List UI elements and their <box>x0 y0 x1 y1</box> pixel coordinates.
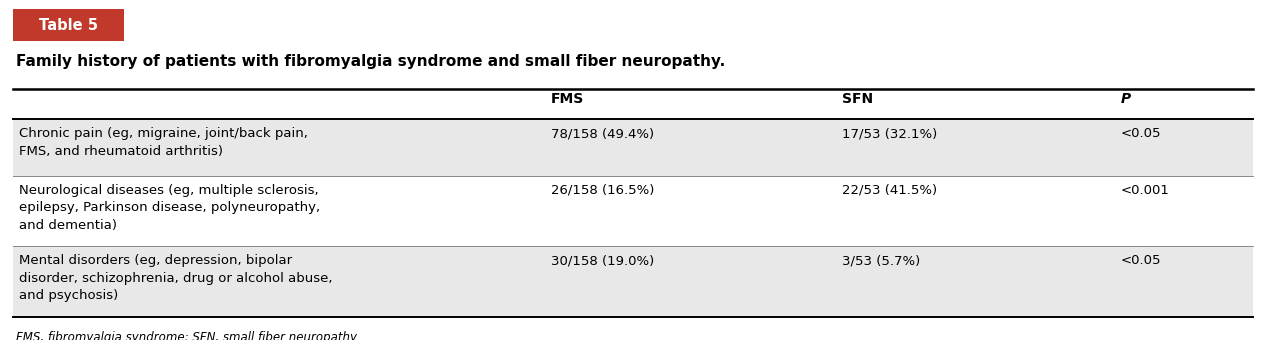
Text: 78/158 (49.4%): 78/158 (49.4%) <box>551 127 653 140</box>
Text: 30/158 (19.0%): 30/158 (19.0%) <box>551 254 655 267</box>
FancyBboxPatch shape <box>13 176 1253 246</box>
Text: <0.05: <0.05 <box>1120 127 1161 140</box>
FancyBboxPatch shape <box>13 9 124 41</box>
Text: SFN: SFN <box>842 92 874 106</box>
Text: Table 5: Table 5 <box>39 18 97 33</box>
Text: 22/53 (41.5%): 22/53 (41.5%) <box>842 184 937 197</box>
FancyBboxPatch shape <box>13 246 1253 317</box>
Text: 26/158 (16.5%): 26/158 (16.5%) <box>551 184 655 197</box>
Text: 3/53 (5.7%): 3/53 (5.7%) <box>842 254 920 267</box>
Text: Neurological diseases (eg, multiple sclerosis,
epilepsy, Parkinson disease, poly: Neurological diseases (eg, multiple scle… <box>19 184 320 232</box>
Text: Family history of patients with fibromyalgia syndrome and small fiber neuropathy: Family history of patients with fibromya… <box>16 54 725 69</box>
Text: P: P <box>1120 92 1131 106</box>
Text: FMS, fibromyalgia syndrome; SFN, small fiber neuropathy.: FMS, fibromyalgia syndrome; SFN, small f… <box>16 330 361 340</box>
Text: Mental disorders (eg, depression, bipolar
disorder, schizophrenia, drug or alcoh: Mental disorders (eg, depression, bipola… <box>19 254 333 302</box>
Text: 17/53 (32.1%): 17/53 (32.1%) <box>842 127 937 140</box>
Text: <0.05: <0.05 <box>1120 254 1161 267</box>
Text: Chronic pain (eg, migraine, joint/back pain,
FMS, and rheumatoid arthritis): Chronic pain (eg, migraine, joint/back p… <box>19 127 308 157</box>
FancyBboxPatch shape <box>13 119 1253 176</box>
Text: FMS: FMS <box>551 92 584 106</box>
Text: <0.001: <0.001 <box>1120 184 1170 197</box>
